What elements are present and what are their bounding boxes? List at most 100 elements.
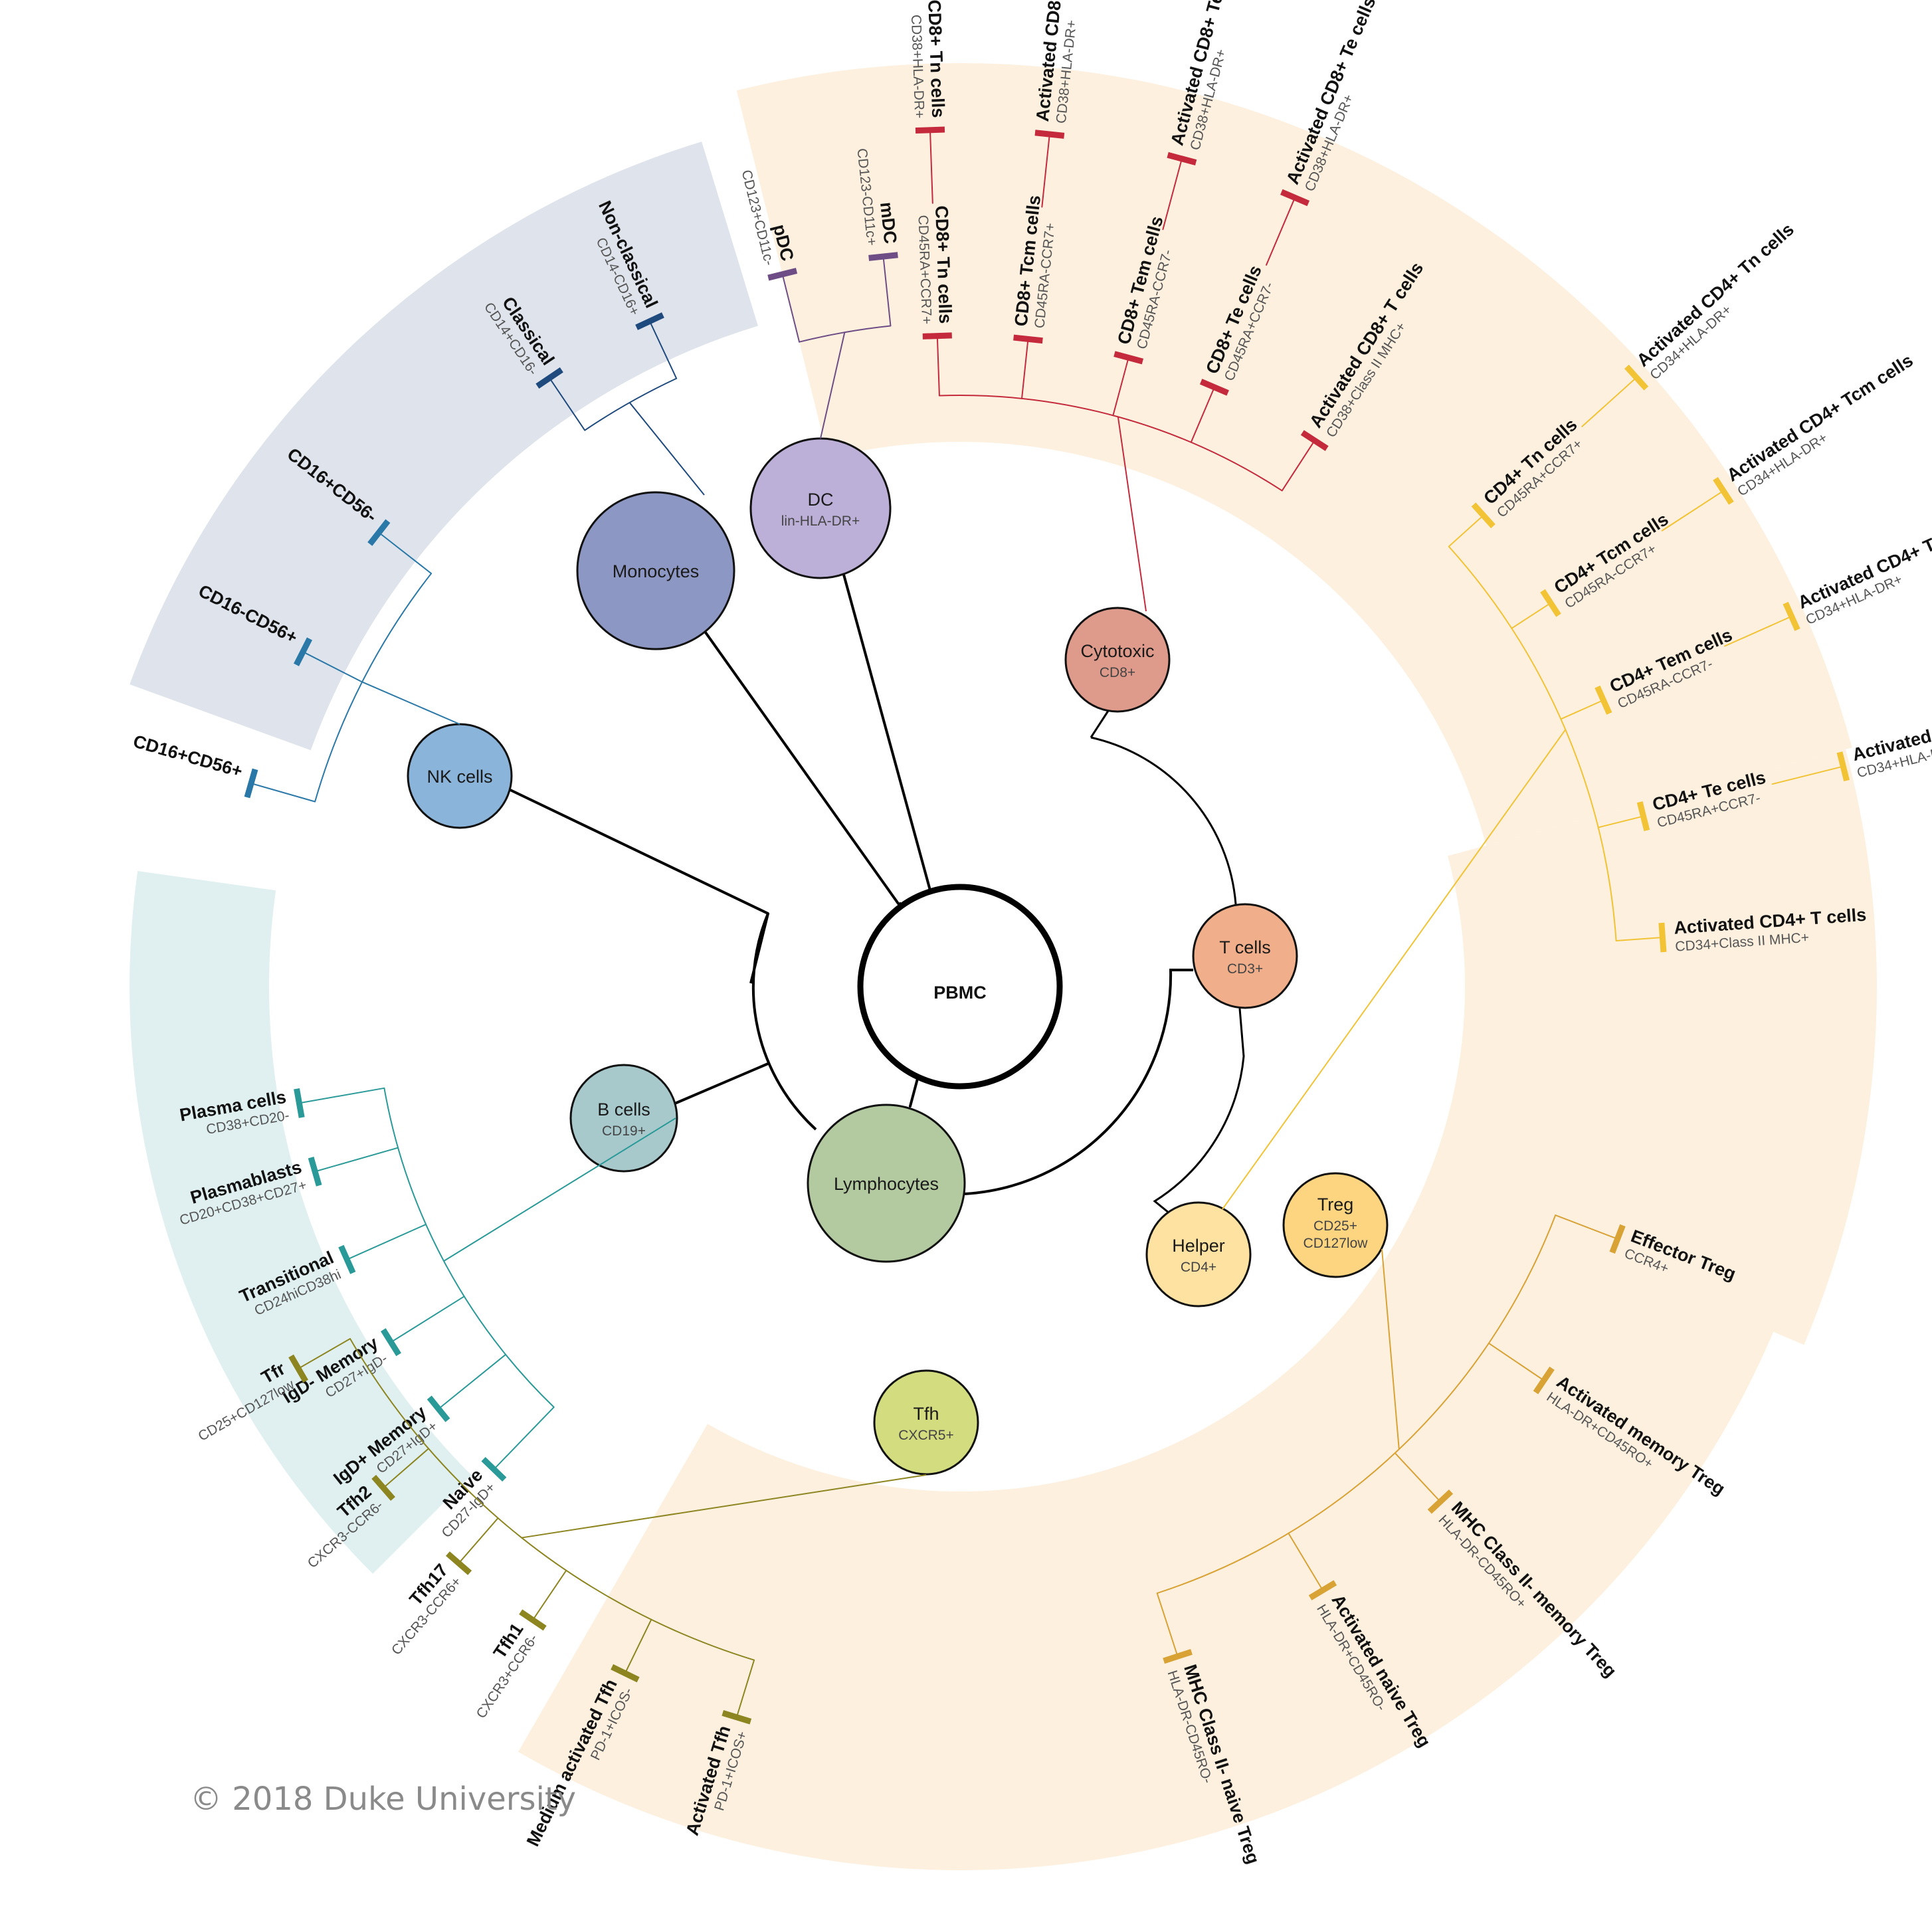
cd4-group-stem	[1448, 514, 1484, 547]
treg-group-stem	[1488, 1342, 1545, 1381]
tfh-group-stem	[735, 1659, 755, 1718]
cd4-group-leaf-marker	[1594, 685, 1612, 715]
lymph-label: Lymphocytes	[834, 1174, 939, 1194]
tfh-group-leaf-marker	[288, 1354, 308, 1383]
band-cd8-cd4	[736, 63, 1852, 846]
lymphocytes-node	[807, 1104, 966, 1263]
tfh-group-leaf-marker	[519, 1609, 547, 1631]
cd4-group-trunk	[1222, 729, 1567, 1210]
nk-link	[510, 789, 769, 984]
cd4-group-leaf-marker	[1540, 589, 1561, 617]
cd8-group-act-stem	[1041, 134, 1050, 208]
mono-group-stem	[549, 377, 586, 431]
cd8-group-act-leaf-marker	[1034, 130, 1065, 139]
dc-group-stem	[882, 256, 892, 327]
cd8-group-bracket	[939, 395, 1283, 492]
tfh-group-stem	[531, 1569, 567, 1621]
monocytes-label: Monocytes	[613, 561, 700, 581]
b-group-stem	[438, 1353, 507, 1410]
cd8-group-trunk	[1117, 417, 1147, 612]
cyto-sub: CD8+	[1100, 665, 1135, 680]
cd4-group-leaf-marker	[1658, 922, 1667, 953]
tfh-group-leaf-marker	[611, 1664, 640, 1683]
t-sub: CD3+	[1227, 961, 1263, 977]
mono-group-leaf-marker	[635, 312, 664, 330]
cd8-group-leaf-marker	[1300, 430, 1329, 451]
nk-label: NK cells	[427, 767, 492, 787]
cd4-group-leaf-marker	[1471, 502, 1496, 529]
b-cells-node	[569, 1064, 678, 1173]
cd8-group-stem	[1281, 440, 1315, 492]
cd4-group-act-stem	[1724, 615, 1792, 647]
cd4-group-act-stem	[1661, 490, 1724, 531]
cd8-group-leaf-marker	[1013, 334, 1043, 344]
b-group-leaf-marker	[380, 1328, 401, 1357]
b-group-stem	[314, 1147, 399, 1173]
tfh-sub: CXCR5+	[898, 1428, 953, 1443]
band-treg-tfh	[518, 1159, 1790, 1870]
leaf-label: mDC	[876, 201, 900, 245]
band-b-cells	[130, 871, 472, 1574]
cd4-group-stem	[1615, 937, 1664, 941]
monocytes-node	[576, 491, 735, 650]
treg-group-leaf-marker	[1427, 1489, 1454, 1514]
treg-group-leaf-marker	[1533, 1366, 1555, 1395]
nk-group-leaf: CD16+CD56+	[131, 731, 244, 781]
cd8-group-leaf-marker	[1113, 351, 1144, 365]
treg-group-stem	[1555, 1214, 1618, 1240]
nk-group-leaf-marker	[293, 637, 312, 666]
treg-group-stem	[1394, 1452, 1441, 1503]
leaf-label: Activated CD4+ Tn cells	[1633, 219, 1798, 371]
lymph-pbmc-link	[909, 1075, 919, 1108]
helper-sub: CD4+	[1181, 1260, 1216, 1275]
nk-group-stem	[302, 651, 363, 683]
leaf-label: CD16+CD56+	[131, 731, 244, 781]
cd8-group-act-stem	[929, 129, 933, 204]
dc-link	[842, 573, 931, 892]
nk-group-leaf-marker	[367, 519, 391, 546]
tfh-group-leaf-marker	[722, 1710, 752, 1725]
mono-link	[704, 631, 900, 905]
cd4-group-act-leaf-marker	[1713, 476, 1734, 505]
cd4-group-stem	[1597, 815, 1644, 828]
cd8-group-stem	[1021, 338, 1029, 399]
treg-group-leaf-marker	[1609, 1224, 1626, 1254]
cd4-group-act-leaf-marker	[1836, 751, 1850, 782]
cd8-group-stem	[936, 335, 940, 397]
treg-group-leaf-marker	[1308, 1580, 1337, 1600]
nk-group-trunk	[361, 681, 460, 725]
band-myeloid	[130, 142, 758, 751]
pbmc-label: PBMC	[933, 983, 987, 1003]
cd4-group-leaf-marker	[1636, 801, 1650, 831]
lymph-t-link	[964, 969, 1193, 1195]
tfh-node	[873, 1369, 979, 1476]
b-group-leaf-marker	[294, 1088, 305, 1118]
treg-group-stem	[1288, 1532, 1323, 1591]
dc-group-trunk	[820, 332, 846, 439]
b-group-leaf-marker	[338, 1244, 356, 1274]
lymph-arc-left	[751, 913, 817, 1131]
leaf-marker: CD45RA+CCR7+	[915, 215, 934, 324]
cd8-group-act-stem	[1162, 157, 1183, 231]
tfh-group-stem	[458, 1517, 499, 1564]
dc-group-leaf-marker	[767, 268, 798, 281]
t-cells-node	[1192, 903, 1298, 1009]
dc-group-bracket	[799, 325, 891, 343]
b-link	[675, 1062, 769, 1104]
cyto-label: Cytotoxic	[1080, 641, 1154, 661]
treg-sub: CD25+	[1313, 1218, 1357, 1234]
b-group-leaf-marker	[308, 1157, 322, 1187]
treg-label: Treg	[1317, 1195, 1354, 1214]
b-label: B cells	[597, 1100, 650, 1119]
pbmc-center-node	[857, 884, 1063, 1090]
leaf-label: CD8+ Tn cells	[931, 205, 955, 324]
dc-group-leaf-marker	[868, 252, 898, 261]
treg-sub2: CD127low	[1304, 1236, 1369, 1251]
b-group-stem	[493, 1406, 555, 1470]
tfh-group-stem	[383, 1448, 430, 1489]
nk-group-stem	[378, 531, 433, 575]
